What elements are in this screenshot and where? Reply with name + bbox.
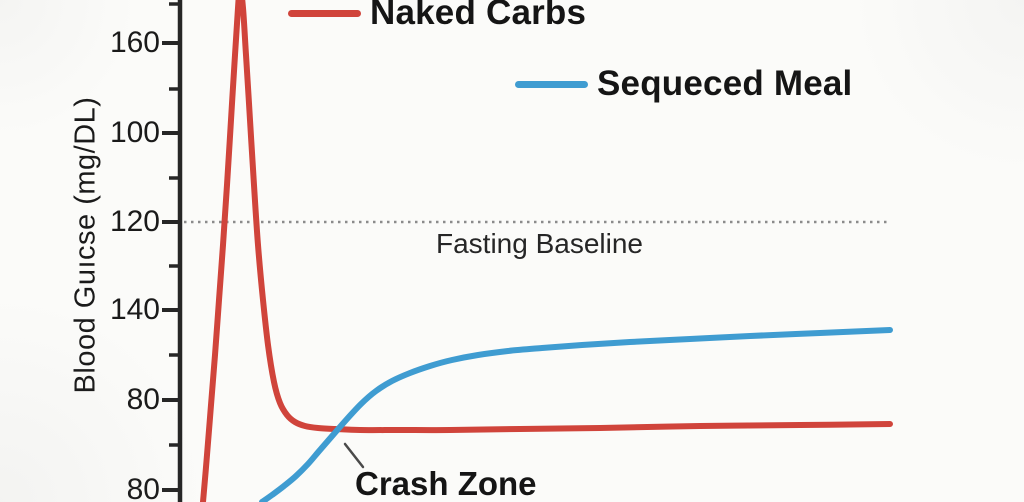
series-line-naked-carbs (200, 0, 893, 502)
series-line-sequeced-meal (259, 327, 893, 502)
fasting-baseline-label: Fasting Baseline (436, 228, 644, 259)
y-tick-label: 120 (109, 205, 160, 238)
legend-label-sequeced-meal: Sequeced Meal (597, 64, 853, 103)
y-tick-label: 80 (126, 383, 160, 416)
legend-item-sequeced-meal: Sequeced Meal (515, 64, 853, 103)
y-tick-label: 100 (109, 116, 160, 149)
legend-line-sequeced-meal-icon (515, 80, 588, 88)
crash-zone-label: Crash Zone (355, 465, 537, 502)
y-tick-label: 80 (126, 473, 160, 502)
legend-label-naked-carbs: Naked Carbs (370, 0, 587, 32)
crash-zone-pointer-line (343, 442, 365, 469)
legend-line-naked-carbs-icon (288, 9, 361, 17)
y-tick-label: 160 (109, 26, 160, 59)
legend-item-naked-carbs: Naked Carbs (288, 0, 587, 32)
y-tick-label: 140 (109, 293, 160, 326)
